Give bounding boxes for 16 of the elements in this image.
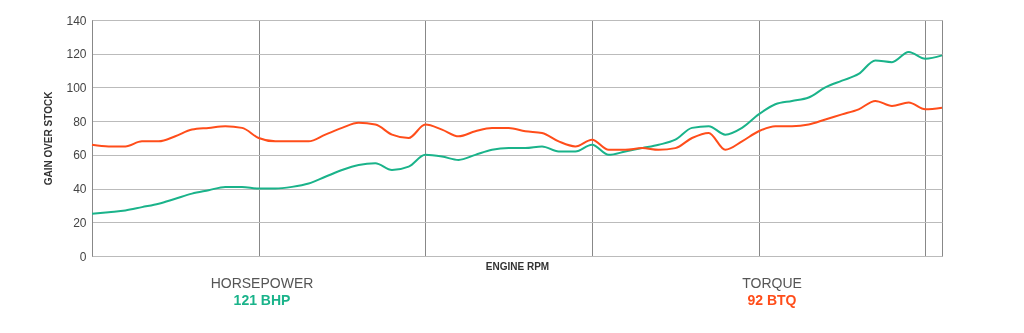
y-tick-label: 0 [79,249,87,264]
y-tick-label: 120 [66,47,87,62]
text: 92 BTQ [747,292,797,308]
y-tick-label: 100 [66,80,87,95]
line-series [91,99,943,151]
y-tick-label: 40 [73,182,87,197]
text: HORSEPOWER [210,275,314,291]
y-tick-label: 140 [66,13,87,28]
x-axis-title: ENGINE RPM [485,260,550,272]
text: TORQUE [742,275,802,291]
line-series [91,51,943,215]
y-tick-label: 20 [73,215,87,230]
y-tick-label: 80 [73,114,87,129]
y-axis-title: GAIN OVER STOCK [43,90,55,186]
text: 121 BHP [233,292,291,308]
y-tick-label: 60 [73,148,87,163]
